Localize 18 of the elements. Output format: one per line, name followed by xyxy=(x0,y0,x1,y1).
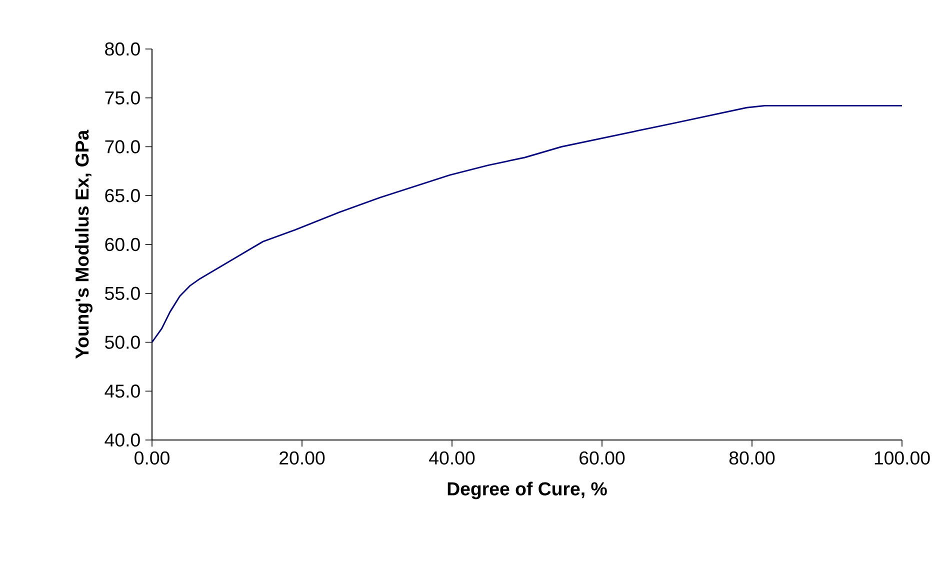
x-tick-label: 100.00 xyxy=(874,451,930,465)
y-axis-title: Young's Modulus Ex, GPa xyxy=(74,130,92,359)
y-tick-label: 50.0 xyxy=(105,336,140,349)
x-axis-title: Degree of Cure, % xyxy=(448,482,607,500)
x-tick-label: 40.00 xyxy=(429,451,475,465)
x-tick-label: 60.00 xyxy=(580,451,625,465)
y-tick-label: 70.0 xyxy=(105,140,140,154)
y-tick-label: 60.0 xyxy=(105,238,140,252)
x-tick-label: 80.00 xyxy=(729,451,775,465)
y-tick-label: 65.0 xyxy=(105,188,140,202)
y-tick-label: 40.0 xyxy=(104,433,140,447)
x-tick-label: 20.00 xyxy=(280,451,325,465)
line-series xyxy=(151,104,903,343)
y-tick-label: 45.0 xyxy=(104,384,140,398)
x-tick-label: 0.00 xyxy=(134,451,170,465)
y-tick-label: 55.0 xyxy=(105,286,140,300)
y-tick-label: 75.0 xyxy=(105,91,140,104)
y-tick-label: 80.0 xyxy=(105,42,140,56)
